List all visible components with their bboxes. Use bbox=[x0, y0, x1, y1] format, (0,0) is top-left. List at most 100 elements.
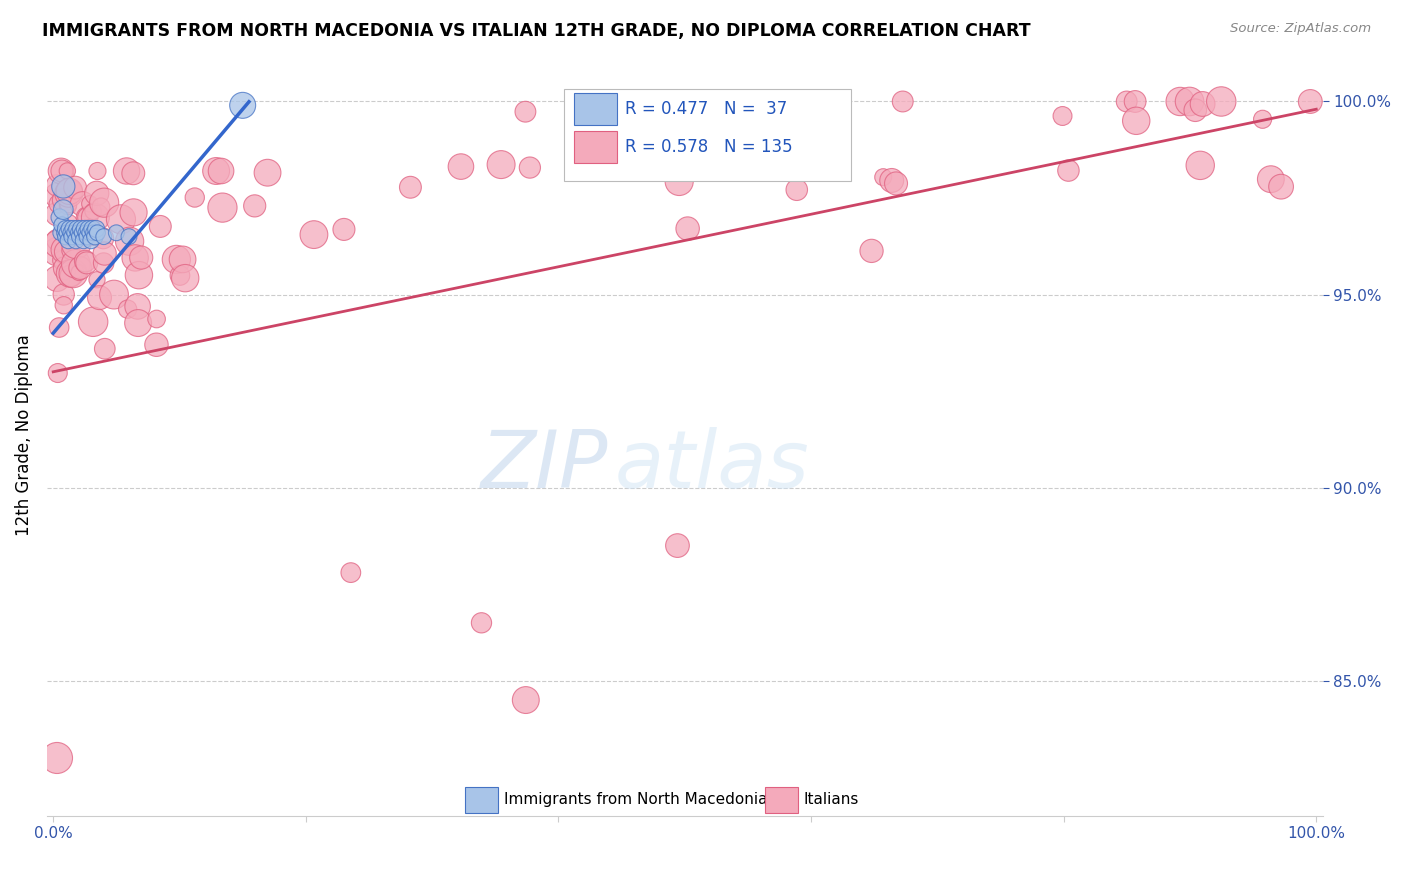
Point bbox=[53, 243, 76, 257]
FancyBboxPatch shape bbox=[564, 89, 851, 181]
Point bbox=[55, 229, 77, 244]
Point bbox=[880, 173, 903, 187]
Point bbox=[75, 254, 97, 268]
Point bbox=[56, 226, 79, 240]
Point bbox=[82, 204, 104, 219]
Point bbox=[1184, 103, 1206, 118]
Point bbox=[302, 227, 325, 242]
Point bbox=[52, 298, 75, 312]
Point bbox=[52, 287, 75, 301]
Point bbox=[82, 222, 104, 236]
Point bbox=[73, 222, 96, 236]
Point bbox=[172, 252, 194, 267]
Text: Italians: Italians bbox=[803, 792, 859, 806]
Point bbox=[399, 180, 422, 194]
Point bbox=[1125, 113, 1147, 128]
Point bbox=[46, 244, 69, 259]
Point bbox=[83, 229, 105, 244]
Point bbox=[56, 199, 79, 213]
Point bbox=[58, 234, 80, 248]
Point bbox=[110, 212, 132, 227]
Point bbox=[884, 177, 907, 191]
Point bbox=[169, 268, 191, 283]
Point bbox=[70, 222, 93, 236]
Text: R = 0.477   N =  37: R = 0.477 N = 37 bbox=[624, 100, 787, 118]
Point bbox=[1191, 97, 1213, 112]
Point bbox=[860, 244, 883, 258]
FancyBboxPatch shape bbox=[465, 787, 499, 813]
Point bbox=[122, 166, 145, 180]
Point bbox=[891, 95, 914, 109]
Point bbox=[59, 267, 82, 281]
Point bbox=[174, 271, 197, 285]
Point bbox=[515, 104, 537, 119]
Point bbox=[49, 226, 72, 240]
Point bbox=[83, 226, 105, 240]
Point bbox=[69, 260, 91, 275]
Point bbox=[52, 202, 75, 217]
Point bbox=[470, 615, 492, 630]
Point bbox=[52, 193, 75, 207]
Point bbox=[676, 221, 699, 235]
Point bbox=[676, 111, 699, 125]
Point bbox=[117, 302, 139, 317]
Point bbox=[90, 200, 112, 214]
Point bbox=[1251, 112, 1274, 127]
Point bbox=[1260, 172, 1282, 186]
Point bbox=[59, 222, 82, 236]
Point bbox=[127, 299, 149, 313]
Point bbox=[118, 229, 141, 244]
Point bbox=[84, 222, 107, 236]
Point bbox=[1168, 95, 1191, 109]
Point bbox=[1115, 95, 1137, 109]
Point bbox=[63, 180, 86, 194]
Point bbox=[91, 231, 114, 245]
Point bbox=[145, 312, 167, 326]
Point bbox=[1189, 158, 1212, 172]
Point bbox=[49, 164, 72, 178]
Point bbox=[76, 256, 98, 270]
Point bbox=[86, 226, 108, 240]
Y-axis label: 12th Grade, No Diploma: 12th Grade, No Diploma bbox=[15, 334, 32, 536]
Point bbox=[55, 222, 77, 236]
Text: R = 0.578   N = 135: R = 0.578 N = 135 bbox=[624, 138, 793, 156]
Point bbox=[127, 316, 149, 330]
Text: IMMIGRANTS FROM NORTH MACEDONIA VS ITALIAN 12TH GRADE, NO DIPLOMA CORRELATION CH: IMMIGRANTS FROM NORTH MACEDONIA VS ITALI… bbox=[42, 22, 1031, 40]
Point bbox=[46, 197, 69, 211]
Point bbox=[115, 164, 138, 178]
Point bbox=[666, 539, 689, 553]
Point bbox=[93, 229, 115, 244]
Point bbox=[129, 251, 152, 265]
Point bbox=[79, 196, 101, 211]
Point bbox=[1178, 95, 1201, 109]
Point bbox=[86, 186, 108, 201]
Point bbox=[76, 229, 98, 244]
Point bbox=[46, 207, 69, 221]
Point bbox=[56, 218, 79, 232]
Point bbox=[515, 693, 537, 707]
Text: Source: ZipAtlas.com: Source: ZipAtlas.com bbox=[1230, 22, 1371, 36]
Point bbox=[128, 268, 150, 282]
Point bbox=[72, 197, 94, 211]
Point bbox=[52, 179, 75, 194]
Point bbox=[93, 246, 115, 260]
Point bbox=[53, 261, 76, 276]
Point bbox=[519, 161, 541, 175]
Point bbox=[86, 164, 108, 178]
Point bbox=[333, 222, 356, 236]
Point bbox=[450, 160, 472, 174]
Point bbox=[51, 253, 73, 268]
Point bbox=[1299, 95, 1322, 109]
Point bbox=[79, 226, 101, 240]
Point bbox=[872, 170, 894, 185]
Point bbox=[58, 184, 80, 198]
Point bbox=[232, 98, 254, 112]
Point bbox=[62, 267, 84, 281]
Point bbox=[786, 183, 808, 197]
Point bbox=[59, 244, 82, 258]
Point bbox=[55, 244, 77, 259]
Point bbox=[86, 273, 108, 287]
Point bbox=[340, 566, 363, 580]
FancyBboxPatch shape bbox=[765, 787, 799, 813]
Point bbox=[79, 226, 101, 240]
